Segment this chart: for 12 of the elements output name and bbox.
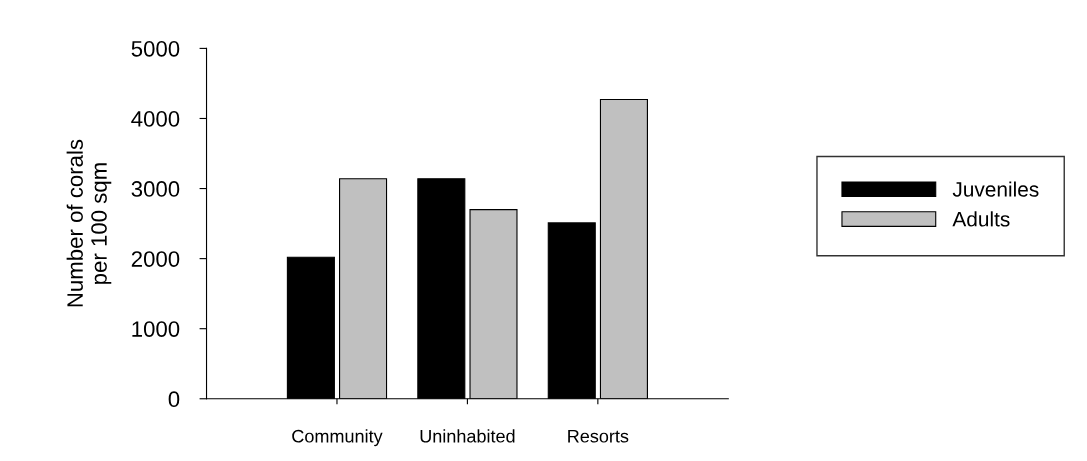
y-tick-label: 2000: [131, 251, 180, 267]
y-tick-label: 3000: [131, 181, 180, 197]
y-tick-label: 5000: [131, 40, 180, 57]
x-tick-label: Community: [292, 429, 383, 447]
legend-label: Juveniles: [952, 181, 1039, 197]
y-tick-label: 0: [168, 391, 180, 408]
x-tick-label: Resorts: [568, 429, 629, 443]
x-tick-label: Uninhabited: [420, 429, 515, 443]
y-tick-label: 4000: [131, 111, 180, 127]
y-axis-title: Number of corals per 100 sqm: [66, 139, 112, 307]
y-tick-label: 1000: [132, 321, 180, 337]
legend-label: Adults: [952, 211, 1010, 227]
